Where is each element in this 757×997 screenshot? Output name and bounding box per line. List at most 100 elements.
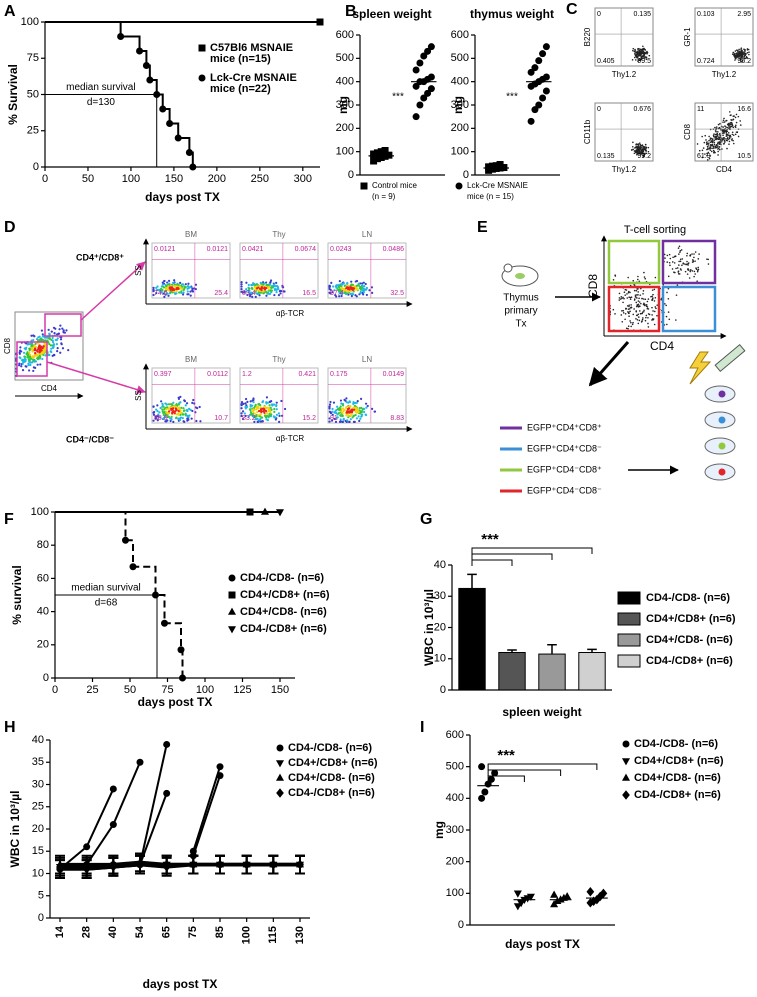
significance-label: ***	[392, 92, 404, 103]
y-tick-label: 100	[446, 887, 464, 899]
event-dot	[265, 294, 268, 297]
event-dot	[25, 342, 28, 345]
legend-marker	[198, 74, 206, 82]
bar	[498, 652, 526, 691]
dot	[542, 43, 550, 51]
event-dot	[641, 320, 643, 322]
event-dot	[365, 293, 368, 297]
event-dot	[687, 262, 690, 265]
event-dot	[28, 349, 31, 352]
gate-y-label: CD8	[3, 337, 12, 354]
event-dot	[709, 145, 712, 147]
series-line	[60, 862, 300, 871]
event-dot	[696, 143, 699, 145]
event-dot	[161, 410, 164, 413]
event-dot	[249, 405, 252, 408]
event-dot	[354, 280, 357, 283]
y-tick-label: 300	[451, 99, 469, 111]
event-dot	[167, 279, 171, 282]
y-tick-label: 0	[458, 919, 464, 931]
event-dot	[175, 289, 178, 292]
event-dot	[32, 369, 35, 373]
event-dot	[718, 145, 721, 148]
event-dot	[335, 412, 338, 415]
event-dot	[635, 289, 638, 292]
event-dot	[331, 407, 334, 411]
event-dot	[248, 289, 251, 292]
point	[109, 785, 117, 793]
event-dot	[165, 410, 168, 414]
y-tick-label: 0	[463, 169, 469, 181]
event-dot	[346, 282, 349, 285]
event-dot	[713, 133, 715, 135]
event-dot	[722, 130, 724, 133]
quadrant-value: 0.0121	[154, 246, 176, 253]
event-dot	[272, 415, 275, 418]
legend-marker	[275, 773, 285, 781]
event-dot	[628, 305, 630, 308]
event-dot	[349, 290, 352, 293]
source-label: Tx	[515, 319, 526, 330]
event-dot	[342, 282, 345, 285]
tissue-label: LN	[362, 355, 372, 364]
event-dot	[261, 401, 264, 404]
event-dot	[640, 149, 642, 152]
legend-swatch	[617, 612, 641, 626]
event-dot	[715, 130, 717, 133]
event-dot	[723, 117, 725, 120]
event-dot	[723, 132, 725, 134]
event-dot	[248, 291, 251, 294]
event-dot	[632, 313, 635, 316]
event-dot	[743, 48, 745, 51]
event-dot	[647, 146, 650, 149]
event-dot	[361, 282, 364, 285]
dot	[593, 894, 601, 905]
bar	[538, 653, 566, 691]
event-dot	[156, 410, 159, 413]
quadrant-value: 16.5	[302, 290, 316, 297]
event-dot	[668, 253, 671, 256]
event-dot	[630, 304, 632, 306]
event-dot	[625, 289, 628, 291]
event-dot	[632, 148, 635, 151]
event-dot	[328, 284, 332, 288]
event-dot	[651, 314, 653, 316]
y-tick-label: 20	[434, 621, 446, 633]
event-dot	[24, 348, 27, 351]
legend-label: CD4-/CD8+ (n=6)	[288, 787, 375, 799]
event-dot	[240, 404, 243, 407]
quadrant-value: 0.397	[154, 371, 172, 378]
event-dot	[710, 137, 713, 140]
event-dot	[739, 120, 742, 122]
event-dot	[251, 283, 254, 286]
event-dot	[706, 152, 708, 155]
event-dot	[166, 413, 169, 417]
event-dot	[667, 275, 670, 278]
event-dot	[169, 417, 172, 420]
event-dot	[164, 415, 167, 418]
event-dot	[707, 258, 710, 261]
point	[269, 859, 278, 870]
event-dot	[714, 147, 717, 149]
event-dot	[741, 60, 744, 62]
event-dot	[45, 336, 48, 339]
quadrant-value: 0.421	[298, 371, 316, 378]
event-dot	[21, 362, 24, 365]
gate-plot-frame	[14, 311, 84, 381]
event-dot	[24, 358, 27, 361]
event-dot	[632, 49, 634, 52]
event-dot	[246, 400, 249, 403]
dot	[539, 94, 547, 102]
y-axis-label: mg	[336, 96, 350, 114]
event-dot	[732, 126, 735, 129]
population-label: EGFP⁺CD4⁻CD8⁺	[527, 464, 602, 474]
syringe-icon	[714, 343, 746, 373]
dot	[563, 892, 572, 900]
event-dot	[349, 287, 352, 290]
event-dot	[678, 245, 681, 248]
population-label: EGFP⁺CD4⁻CD8⁻	[527, 485, 602, 495]
event-dot	[728, 143, 730, 145]
event-dot	[240, 407, 243, 410]
dot	[424, 47, 432, 55]
quadrant-value: 0.0121	[207, 246, 229, 253]
